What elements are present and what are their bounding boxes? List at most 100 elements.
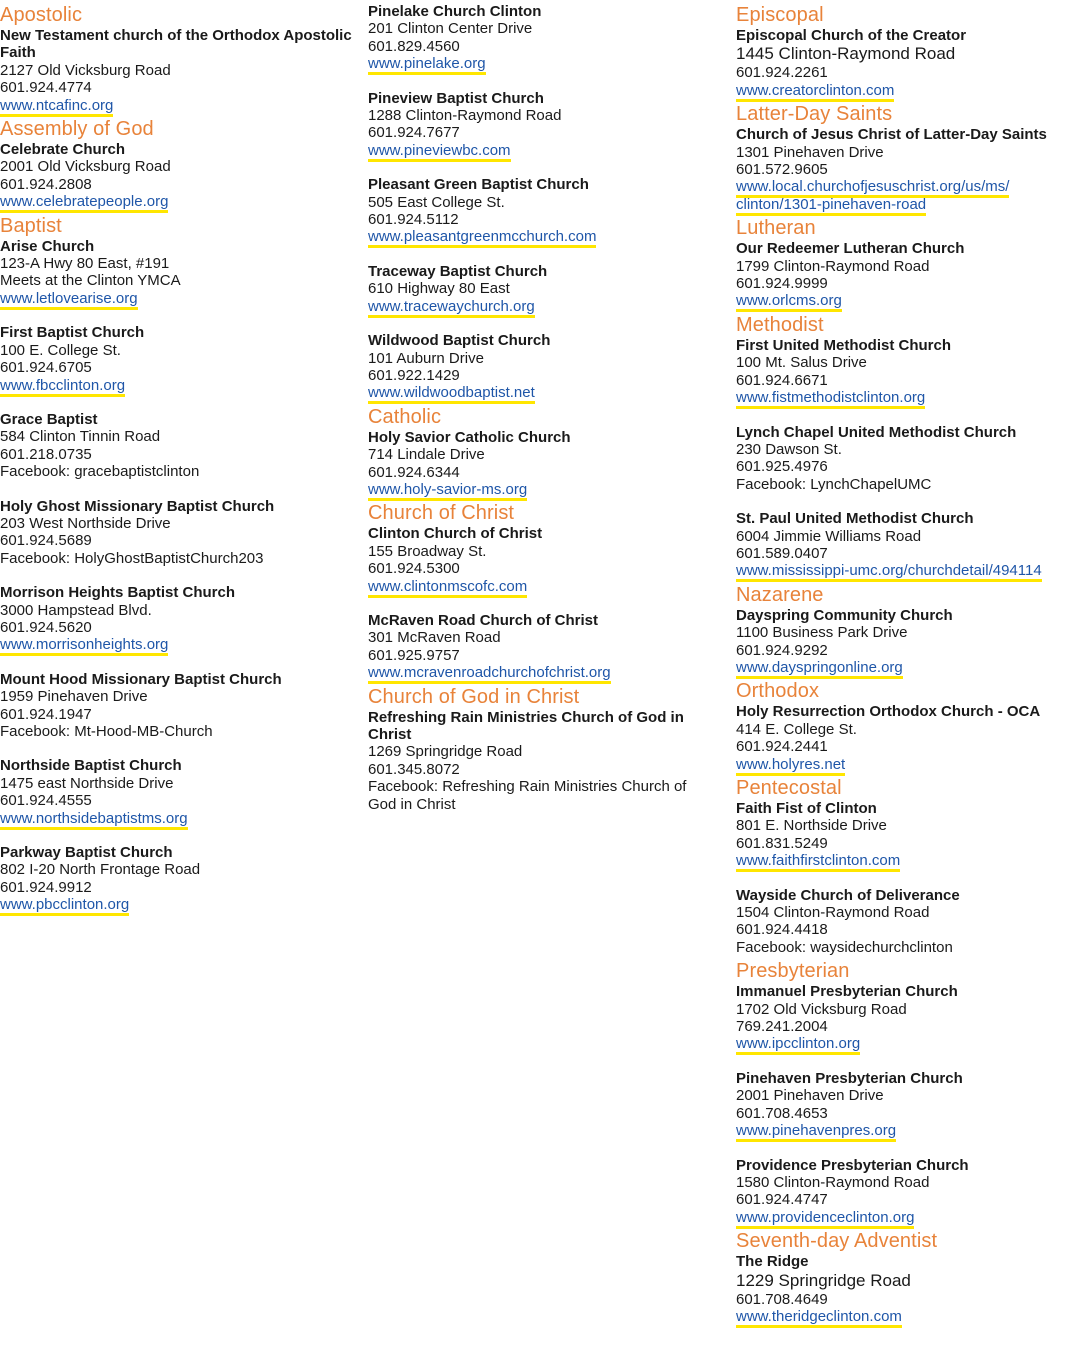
church-website-link[interactable]: www.local.churchofjesuschrist.org/us/ms/… <box>736 178 1010 216</box>
church-facebook: Facebook: gracebaptistclinton <box>0 463 200 481</box>
church-website-row: www.holy-savior-ms.org <box>368 480 708 501</box>
church-website-row: www.local.churchofjesuschrist.org/us/ms/… <box>736 178 1076 216</box>
denomination-section-church-of-christ: Church of Christ Clinton Church of Christ… <box>368 502 708 685</box>
church-phone: 601.572.9605 <box>736 161 828 179</box>
church-phone: 601.924.2261 <box>736 64 828 82</box>
church-name: The Ridge <box>736 1253 809 1271</box>
church-listing: Traceway Baptist Church 610 Highway 80 Ea… <box>368 263 708 318</box>
church-website-link[interactable]: www.clintonmscofc.com <box>368 577 528 598</box>
church-name: Grace Baptist <box>0 410 98 428</box>
church-address: 1229 Springridge Road <box>736 1270 911 1290</box>
church-address: 1445 Clinton-Raymond Road <box>736 44 956 64</box>
church-address: 203 West Northside Drive <box>0 514 171 532</box>
church-listing: McRaven Road Church of Christ 301 McRaven… <box>368 612 708 685</box>
church-website-row: www.ipcclinton.org <box>736 1035 1076 1056</box>
church-address: 414 E. College St. <box>736 720 857 738</box>
church-website-link[interactable]: www.wildwoodbaptist.net <box>368 384 535 405</box>
church-website-link[interactable]: www.dayspringonline.org <box>736 658 903 679</box>
church-website-link[interactable]: www.celebratepeople.org <box>0 193 169 214</box>
church-name: Immanuel Presbyterian Church <box>736 983 958 1001</box>
church-phone: 601.708.4649 <box>736 1290 828 1308</box>
church-website-link[interactable]: www.fbcclinton.org <box>0 376 126 397</box>
church-phone: 601.831.5249 <box>736 834 828 852</box>
church-name: Church of Jesus Christ of Latter-Day Sai… <box>736 126 1047 144</box>
church-phone: 601.829.4560 <box>368 37 460 55</box>
church-facebook: Facebook: LynchChapelUMC <box>736 475 932 493</box>
denomination-heading: Church of God in Christ <box>368 685 580 708</box>
church-website-link[interactable]: www.orlcms.org <box>736 292 842 313</box>
church-facebook: Facebook: HolyGhostBaptistChurch203 <box>0 549 264 567</box>
church-listing: Northside Baptist Church 1475 east Norths… <box>0 757 360 830</box>
church-name: St. Paul United Methodist Church <box>736 510 974 528</box>
denomination-heading: Orthodox <box>736 680 820 703</box>
church-website-row: www.pbcclinton.org <box>0 896 360 917</box>
church-website-link[interactable]: www.mississippi-umc.org/churchdetail/494… <box>736 562 1042 583</box>
denomination-section-continued: Pinelake Church Clinton 201 Clinton Cente… <box>368 3 708 405</box>
church-website-link[interactable]: www.pinelake.org <box>368 55 486 76</box>
church-address: 230 Dawson St. <box>736 440 842 458</box>
church-phone: 601.218.0735 <box>0 445 92 463</box>
church-phone: 601.924.2441 <box>736 738 828 756</box>
church-website-link[interactable]: www.pineviewbc.com <box>368 141 511 162</box>
church-address: 1504 Clinton-Raymond Road <box>736 904 930 922</box>
church-website-link[interactable]: www.theridgeclinton.com <box>736 1307 902 1328</box>
church-phone: 601.924.6671 <box>736 371 828 389</box>
church-website-row: www.celebratepeople.org <box>0 193 360 214</box>
church-website-row: www.fistmethodistclinton.org <box>736 389 1076 410</box>
church-phone: 601.924.4555 <box>0 792 92 810</box>
church-website-link[interactable]: www.tracewaychurch.org <box>368 297 535 318</box>
denomination-section-baptist: Baptist Arise Church 123-A Hwy 80 East, #1… <box>0 215 360 917</box>
church-website-link[interactable]: www.faithfirstclinton.com <box>736 852 901 873</box>
church-address: 610 Highway 80 East <box>368 280 510 298</box>
church-name: Arise Church <box>0 237 95 255</box>
church-address: 2001 Pinehaven Drive <box>736 1087 884 1105</box>
church-address: 201 Clinton Center Drive <box>368 20 533 38</box>
church-listing: Parkway Baptist Church 802 I-20 North Fro… <box>0 844 360 917</box>
church-website-link[interactable]: www.northsidebaptistms.org <box>0 809 188 830</box>
church-website-link[interactable]: www.ntcafinc.org <box>0 96 114 117</box>
church-name: Wildwood Baptist Church <box>368 332 551 350</box>
church-website-row: www.northsidebaptistms.org <box>0 809 360 830</box>
church-phone: 601.924.6344 <box>368 463 460 481</box>
denomination-section-seventh-day-adventist: Seventh-day Adventist The Ridge 1229 Sprin… <box>736 1230 1076 1328</box>
church-address: 714 Lindale Drive <box>368 446 485 464</box>
church-name: First Baptist Church <box>0 324 145 342</box>
church-website-row: www.wildwoodbaptist.net <box>368 384 708 405</box>
church-website-row: www.pleasantgreenmcchurch.com <box>368 228 708 249</box>
church-website-row: www.pineviewbc.com <box>368 141 708 162</box>
church-website-link[interactable]: www.pbcclinton.org <box>0 896 130 917</box>
church-website-link[interactable]: www.pinehavenpres.org <box>736 1122 897 1143</box>
church-name: Our Redeemer Lutheran Church <box>736 240 965 258</box>
church-website-row: www.mississippi-umc.org/churchdetail/494… <box>736 562 1076 583</box>
church-phone: 601.924.9292 <box>736 641 828 659</box>
church-name: Northside Baptist Church <box>0 757 182 775</box>
church-name: Providence Presbyterian Church <box>736 1156 969 1174</box>
church-website-link[interactable]: www.providenceclinton.org <box>736 1208 915 1229</box>
church-website-link[interactable]: www.holyres.net <box>736 755 846 776</box>
church-address: 1959 Pinehaven Drive <box>0 688 148 706</box>
church-website-row: www.providenceclinton.org <box>736 1208 1076 1229</box>
church-website-link[interactable]: www.holy-savior-ms.org <box>368 480 528 501</box>
church-website-row: www.tracewaychurch.org <box>368 297 708 318</box>
denomination-heading: Catholic <box>368 405 442 428</box>
church-website-link[interactable]: www.creatorclinton.com <box>736 81 895 102</box>
church-website-row: www.mcravenroadchurchofchrist.org <box>368 664 708 685</box>
church-address: 1288 Clinton-Raymond Road <box>368 107 562 125</box>
church-website-link[interactable]: www.ipcclinton.org <box>736 1035 861 1056</box>
church-website-link[interactable]: www.mcravenroadchurchofchrist.org <box>368 664 611 685</box>
denomination-section-latter-day-saints: Latter-Day Saints Church of Jesus Christ … <box>736 103 1076 216</box>
church-address: 3000 Hampstead Blvd. <box>0 601 152 619</box>
church-website-link[interactable]: www.letlovearise.org <box>0 289 138 310</box>
church-website-link[interactable]: www.morrisonheights.org <box>0 636 169 657</box>
denomination-heading: Church of Christ <box>368 502 515 525</box>
church-phone: 601.924.7677 <box>368 124 460 142</box>
church-address: 101 Auburn Drive <box>368 349 484 367</box>
church-phone: 601.924.4418 <box>736 921 828 939</box>
church-name: Pleasant Green Baptist Church <box>368 176 589 194</box>
church-website-link[interactable]: www.fistmethodistclinton.org <box>736 389 926 410</box>
church-website-link[interactable]: www.pleasantgreenmcchurch.com <box>368 228 597 249</box>
church-website-row: www.faithfirstclinton.com <box>736 852 1076 873</box>
church-facebook: Facebook: waysidechurchclinton <box>736 938 953 956</box>
church-listing: Dayspring Community Church 1100 Business … <box>736 607 1076 679</box>
church-address: 802 I-20 North Frontage Road <box>0 861 201 879</box>
